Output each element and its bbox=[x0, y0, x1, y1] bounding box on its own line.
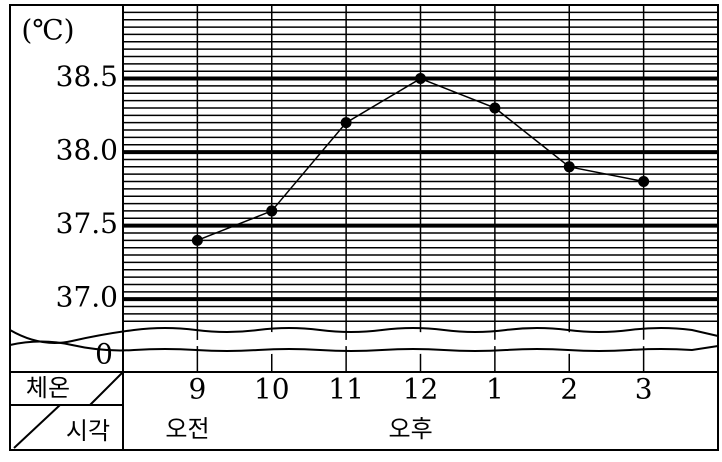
axis-break-label: 0 bbox=[95, 338, 113, 371]
y-tick-label: 38.5 bbox=[56, 60, 118, 93]
header-diagonal bbox=[13, 404, 61, 449]
x-tick-label: 12 bbox=[403, 373, 439, 406]
x-tick-label: 10 bbox=[254, 373, 290, 406]
point bbox=[563, 161, 575, 173]
frame bbox=[9, 4, 719, 451]
unit-label: (℃) bbox=[21, 14, 74, 47]
point bbox=[638, 176, 650, 188]
point bbox=[266, 205, 278, 217]
header-diagonal bbox=[89, 371, 124, 406]
x-tick-label: 2 bbox=[560, 373, 578, 406]
x-tick-label: 9 bbox=[188, 373, 206, 406]
marks bbox=[191, 73, 650, 246]
row-header: 시각 bbox=[66, 417, 110, 445]
x-tick-label: 1 bbox=[486, 373, 504, 406]
y-tick-label: 38.0 bbox=[56, 134, 118, 167]
x-tick-label: 11 bbox=[328, 373, 364, 406]
point bbox=[415, 73, 426, 85]
period-label: 오전 bbox=[165, 415, 209, 443]
point bbox=[489, 102, 501, 114]
period-label: 오후 bbox=[389, 415, 433, 443]
x-tick-label: 3 bbox=[635, 373, 653, 406]
grid bbox=[123, 4, 718, 372]
point bbox=[340, 117, 352, 129]
y-tick-label: 37.5 bbox=[56, 207, 118, 240]
break-line bbox=[9, 340, 719, 352]
axis-break bbox=[0, 327, 722, 355]
y-tick-label: 37.0 bbox=[56, 281, 118, 314]
point bbox=[191, 234, 203, 246]
row-header: 체온 bbox=[26, 374, 70, 402]
